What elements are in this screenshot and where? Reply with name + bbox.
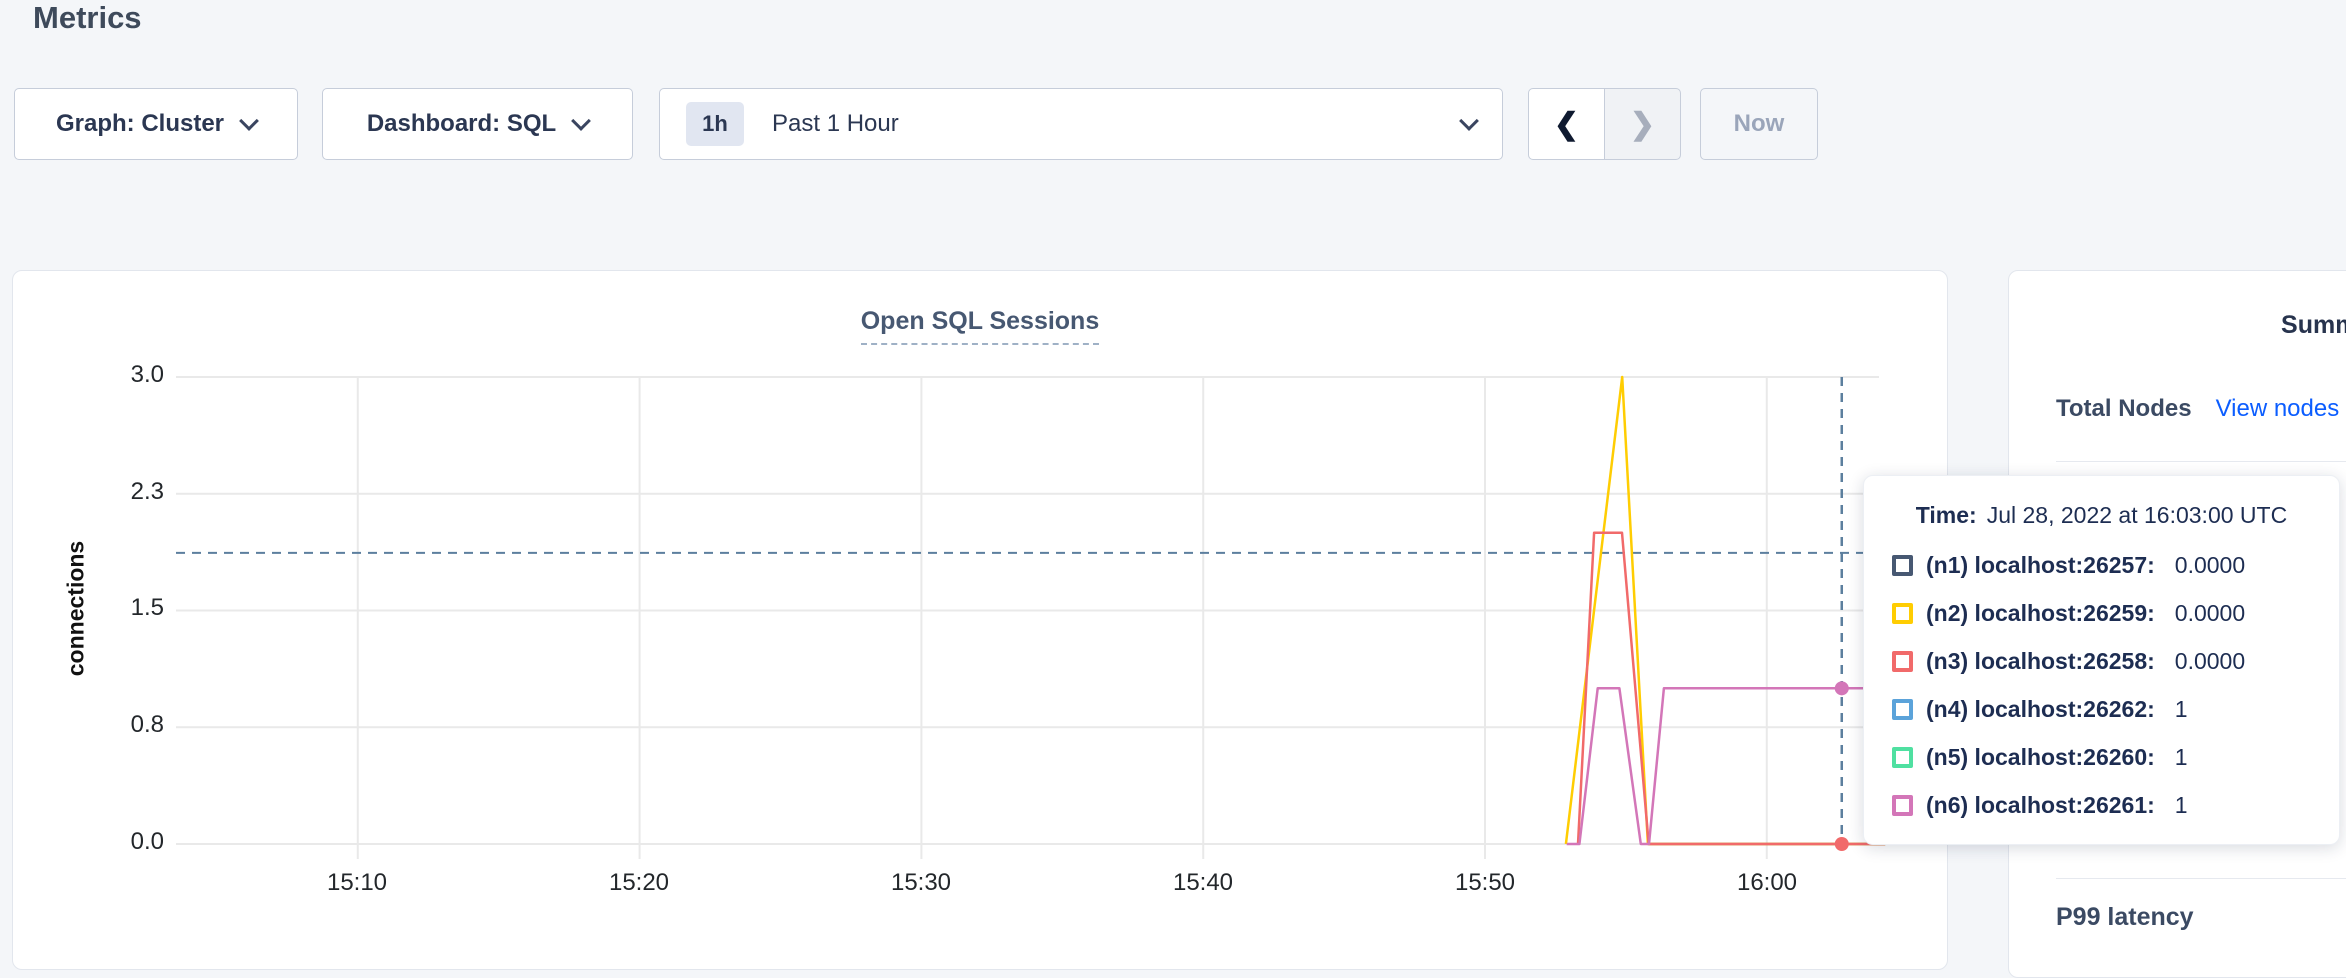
tooltip-series-row: (n2) localhost:26259: 0.0000 [1864, 589, 2339, 637]
sessions-line-chart[interactable] [13, 271, 1949, 971]
series-label: (n3) localhost:26258: [1926, 647, 2155, 674]
x-tick: 15:20 [608, 869, 670, 896]
tooltip-series-row: (n6) localhost:26261: 1 [1864, 781, 2339, 829]
y-tick: 1.5 [130, 594, 164, 621]
chart-hover-tooltip: Time: Jul 28, 2022 at 16:03:00 UTC (n1) l… [1863, 475, 2340, 845]
time-range-selector[interactable]: 1h Past 1 Hour [659, 88, 1503, 160]
series-swatch-n6 [1892, 794, 1913, 816]
y-tick: 0.8 [130, 711, 164, 738]
series-swatch-n2 [1892, 602, 1913, 624]
tooltip-series-row: (n1) localhost:26257: 0.0000 [1864, 541, 2339, 589]
series-value: 1 [2174, 695, 2188, 722]
p99-latency-label: P99 latency [2056, 903, 2194, 931]
x-tick: 16:00 [1736, 869, 1798, 896]
time-range-label: Past 1 Hour [772, 110, 899, 137]
tooltip-time-value: Jul 28, 2022 at 16:03:00 UTC [1986, 502, 2288, 528]
total-nodes-label: Total Nodes [2056, 395, 2192, 422]
x-tick: 15:50 [1454, 869, 1516, 896]
y-tick: 3.0 [130, 361, 164, 388]
x-tick: 15:30 [890, 869, 952, 896]
series-value: 0.0000 [2174, 599, 2246, 626]
chevron-down-icon [239, 110, 259, 131]
chevron-down-icon [1459, 110, 1479, 131]
chevron-left-icon: ❮ [1553, 107, 1580, 141]
x-tick: 15:10 [326, 869, 388, 896]
tooltip-series-row: (n3) localhost:26258: 0.0000 [1864, 637, 2339, 685]
dashboard-dropdown[interactable]: Dashboard: SQL [322, 88, 633, 160]
series-swatch-n5 [1892, 746, 1913, 768]
y-tick: 2.3 [130, 478, 164, 505]
divider [2056, 461, 2346, 462]
chart-title[interactable]: Open SQL Sessions [860, 307, 1100, 345]
page-title: Metrics [33, 0, 142, 35]
chevron-right-icon: ❯ [1629, 107, 1656, 141]
now-button[interactable]: Now [1700, 88, 1818, 160]
y-tick: 0.0 [130, 828, 164, 855]
series-value: 1 [2174, 791, 2188, 818]
time-range-badge: 1h [686, 102, 744, 146]
graph-scope-dropdown[interactable]: Graph: Cluster [14, 88, 298, 160]
summary-title: Summary [2281, 311, 2346, 339]
tooltip-series-row: (n4) localhost:26262: 1 [1864, 685, 2339, 733]
dashboard-dropdown-label: Dashboard: SQL [366, 110, 557, 137]
open-sql-sessions-card: Open SQL Sessions 3.0 2.3 1.5 0.8 0.0 15… [12, 270, 1948, 970]
graph-scope-dropdown-label: Graph: Cluster [55, 110, 225, 137]
x-tick: 15:40 [1172, 869, 1234, 896]
series-label: (n6) localhost:26261: [1926, 791, 2155, 818]
series-value: 0.0000 [2174, 551, 2246, 578]
y-axis-label: connections [62, 540, 89, 677]
chevron-down-icon [571, 110, 592, 131]
series-label: (n4) localhost:26262: [1926, 695, 2155, 722]
view-nodes-link[interactable]: View nodes [2215, 395, 2340, 422]
series-value: 1 [2174, 743, 2188, 770]
series-label: (n2) localhost:26259: [1926, 599, 2155, 626]
tooltip-series-row: (n5) localhost:26260: 1 [1864, 733, 2339, 781]
time-backward-button[interactable]: ❮ [1528, 88, 1605, 160]
series-swatch-n4 [1892, 698, 1913, 720]
series-value: 0.0000 [2174, 647, 2246, 674]
series-label: (n5) localhost:26260: [1926, 743, 2155, 770]
divider [2056, 878, 2346, 879]
series-swatch-n3 [1892, 650, 1913, 672]
series-label: (n1) localhost:26257: [1926, 551, 2155, 578]
series-swatch-n1 [1892, 554, 1913, 576]
tooltip-time-label: Time: [1915, 502, 1977, 528]
time-forward-button[interactable]: ❯ [1604, 88, 1681, 160]
tooltip-time: Time: Jul 28, 2022 at 16:03:00 UTC [1880, 502, 2323, 529]
